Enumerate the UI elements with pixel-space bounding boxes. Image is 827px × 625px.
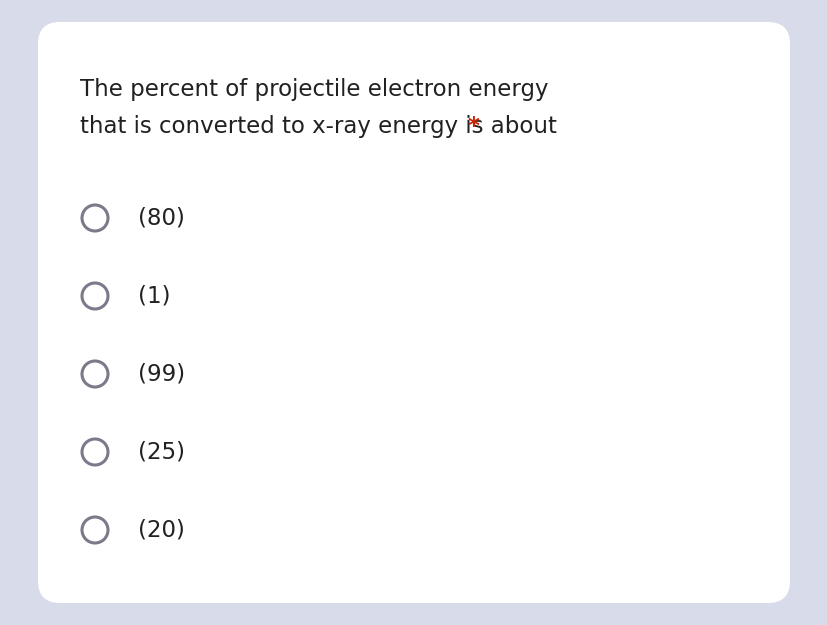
Text: (80): (80)	[138, 206, 184, 229]
Text: (20): (20)	[138, 519, 184, 541]
Text: (1): (1)	[138, 284, 170, 308]
Text: (99): (99)	[138, 362, 185, 386]
Text: that is converted to x-ray energy is about: that is converted to x-ray energy is abo…	[80, 115, 563, 138]
FancyBboxPatch shape	[38, 22, 789, 603]
Text: The percent of projectile electron energy: The percent of projectile electron energ…	[80, 78, 547, 101]
Text: *: *	[467, 115, 480, 138]
Text: (25): (25)	[138, 441, 184, 464]
